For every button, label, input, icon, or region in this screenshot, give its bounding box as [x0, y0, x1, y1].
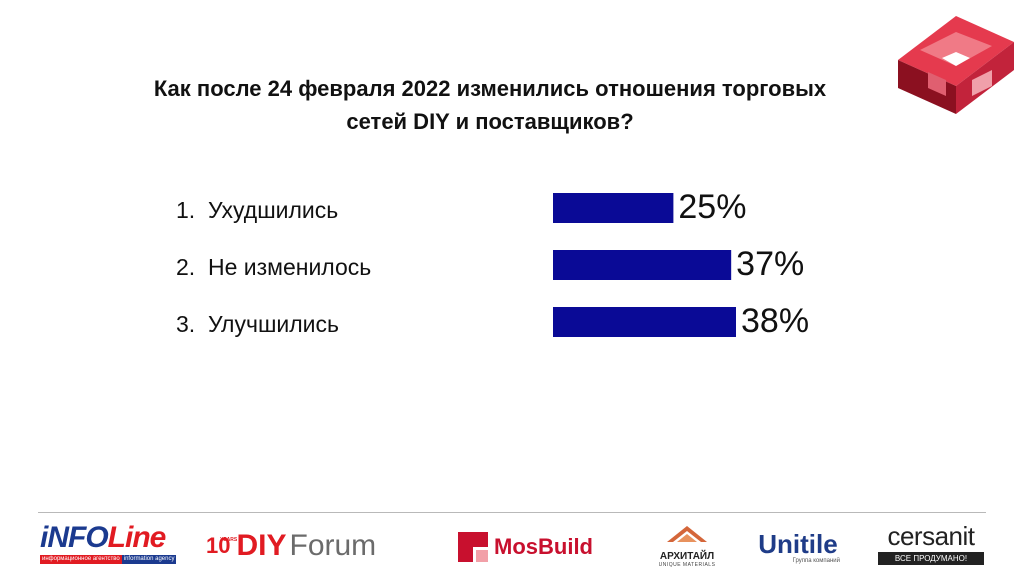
mosbuild-logo: MosBuild	[458, 530, 608, 564]
unitile-name: Unitile	[758, 529, 838, 559]
infoline-logo: iNFOLine информационное агентство inform…	[40, 521, 177, 566]
category-label: 2. Не изменилось	[176, 254, 371, 280]
bar	[553, 193, 674, 223]
title-line-1: Как после 24 февраля 2022 изменились отн…	[153, 76, 827, 101]
bar	[553, 250, 732, 280]
arhitail-roof-icon	[667, 526, 707, 542]
arhitail-name: АРХИТАЙЛ	[659, 551, 715, 562]
infoline-logo-text-b: Line	[107, 521, 167, 554]
category-label: 1. Ухудшились	[176, 197, 338, 223]
cersanit-logo: cersanit ВСЕ ПРОДУМАНО!	[878, 522, 984, 570]
cube-logo-icon	[898, 16, 1014, 114]
cersanit-name: cersanit	[887, 521, 975, 551]
mosbuild-mark-icon	[458, 532, 488, 562]
infoline-logo-text-a: iNFO	[40, 521, 109, 554]
infoline-tagline-en: information agency	[121, 555, 177, 564]
unitile-logo: Unitile Группа компаний	[748, 530, 848, 570]
category-label: 3. Улучшились	[176, 311, 339, 337]
diy-forum-ten: 10	[206, 533, 231, 558]
diy-forum-years: YEARS	[220, 537, 238, 543]
bar	[553, 307, 736, 337]
arhitail-logo: АРХИТАЙЛ UNIQUE MATERIALS	[652, 526, 722, 572]
slide-title: Как после 24 февраля 2022 изменились отн…	[60, 72, 920, 138]
unitile-sub: Группа компаний	[792, 558, 840, 564]
value-label: 38%	[741, 302, 809, 340]
infoline-tagline-ru: информационное агентство	[40, 555, 122, 564]
value-label: 25%	[678, 188, 746, 226]
diy-forum-diy: DIY	[236, 529, 287, 562]
cersanit-tagline: ВСЕ ПРОДУМАНО!	[878, 552, 984, 565]
arhitail-sub: UNIQUE MATERIALS	[658, 562, 716, 568]
diy-forum-logo: 10 YEARS DIY Forum	[206, 528, 416, 564]
value-label: 37%	[736, 245, 804, 283]
mosbuild-text: MosBuild	[494, 534, 593, 559]
title-line-2: сетей DIY и поставщиков?	[346, 109, 634, 134]
diy-forum-forum: Forum	[289, 529, 377, 562]
footer-divider	[38, 512, 986, 513]
